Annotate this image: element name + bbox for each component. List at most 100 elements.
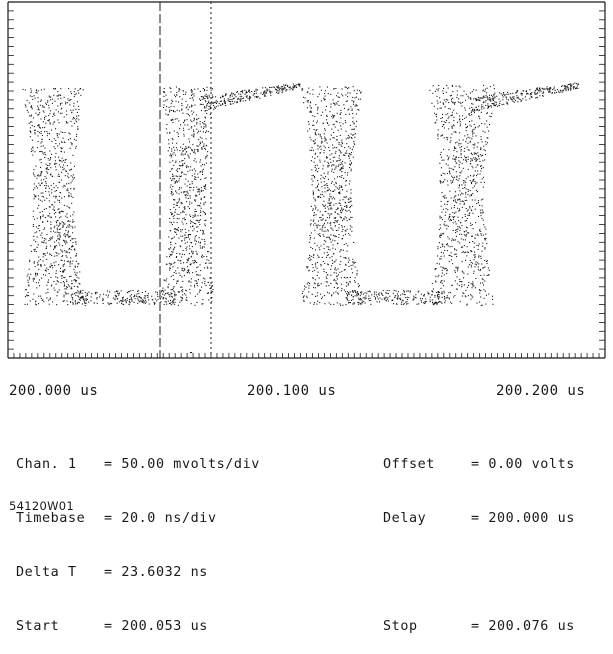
- trace-dot: [203, 143, 205, 145]
- trace-dot: [317, 300, 319, 302]
- trace-dot: [445, 208, 447, 210]
- trace-dot: [455, 229, 457, 231]
- trace-dot: [395, 295, 397, 297]
- trace-dot: [480, 255, 482, 257]
- trace-dot: [207, 131, 209, 133]
- trace-dot: [461, 270, 463, 272]
- trace-dot: [332, 247, 334, 249]
- trace-dot: [264, 90, 266, 92]
- trace-dot: [490, 100, 492, 102]
- trace-dot: [524, 96, 526, 98]
- trace-dot: [173, 248, 175, 250]
- trace-dot: [36, 246, 38, 248]
- trace-dot: [468, 121, 470, 123]
- trace-dot: [570, 86, 572, 88]
- trace-dot: [469, 207, 471, 209]
- trace-dot: [180, 175, 182, 177]
- trace-dot: [486, 142, 488, 144]
- trace-dot: [446, 172, 448, 174]
- trace-dot: [171, 167, 173, 169]
- trace-dot: [212, 103, 214, 105]
- trace-dot: [331, 294, 333, 296]
- trace-dot: [480, 155, 482, 157]
- trace-dot: [204, 116, 206, 118]
- trace-dot: [315, 170, 317, 172]
- trace-dot: [36, 274, 38, 276]
- trace-dot: [67, 173, 69, 175]
- trace-dot: [46, 245, 48, 247]
- trace-dot: [184, 219, 186, 221]
- trace-dot: [277, 85, 279, 87]
- trace-dot: [189, 201, 191, 203]
- trace-dot: [143, 299, 145, 301]
- trace-dot: [333, 131, 335, 133]
- trace-dot: [467, 149, 469, 151]
- trace-dot: [68, 236, 70, 238]
- trace-dot: [63, 271, 65, 273]
- trace-dot: [112, 297, 114, 299]
- trace-dot: [69, 138, 71, 140]
- chan-label: Chan. 1: [16, 457, 77, 472]
- trace-dot: [50, 227, 52, 229]
- trace-dot: [78, 302, 80, 304]
- trace-dot: [458, 157, 460, 159]
- trace-dot: [469, 107, 471, 109]
- trace-dot: [197, 150, 199, 152]
- trace-dot: [194, 240, 196, 242]
- trace-dot: [299, 84, 301, 86]
- trace-dot: [477, 266, 479, 268]
- trace-dot: [61, 102, 63, 104]
- trace-dot: [183, 270, 185, 272]
- trace-dot: [40, 118, 42, 120]
- trace-dot: [542, 88, 544, 90]
- trace-dot: [450, 197, 452, 199]
- trace-dot: [400, 298, 402, 300]
- trace-dot: [470, 158, 472, 160]
- trace-dot: [34, 196, 36, 198]
- trace-dot: [493, 105, 495, 107]
- trace-dot: [65, 250, 67, 252]
- trace-dot: [474, 143, 476, 145]
- trace-dot: [349, 219, 351, 221]
- trace-dot: [476, 146, 478, 148]
- trace-dot: [478, 245, 480, 247]
- trace-dot: [477, 99, 479, 101]
- trace-dot: [356, 293, 358, 295]
- trace-dot: [63, 269, 65, 271]
- trace-dot: [330, 93, 332, 95]
- trace-dot: [313, 282, 315, 284]
- time-axis-left-label: 200.000 us: [9, 383, 99, 399]
- trace-dot: [457, 198, 459, 200]
- trace-dot: [78, 277, 80, 279]
- trace-dot: [459, 175, 461, 177]
- trace-dot: [325, 285, 327, 287]
- trace-dot: [470, 224, 472, 226]
- trace-dot: [182, 250, 184, 252]
- trace-dot: [40, 131, 42, 133]
- trace-dot: [201, 254, 203, 256]
- trace-dot: [322, 225, 324, 227]
- trace-dot: [75, 255, 77, 257]
- trace-dot: [468, 284, 470, 286]
- trace-dot: [325, 241, 327, 243]
- trace-dot: [129, 299, 131, 301]
- trace-dot: [224, 103, 226, 105]
- trace-dot: [317, 109, 319, 111]
- trace-dot: [25, 106, 27, 108]
- trace-dot: [34, 250, 36, 252]
- trace-dot: [320, 293, 322, 295]
- trace-dot: [182, 150, 184, 152]
- trace-dot: [441, 272, 443, 274]
- trace-dot: [313, 219, 315, 221]
- trace-dot: [449, 246, 451, 248]
- trace-dot: [182, 211, 184, 213]
- trace-dot: [327, 173, 329, 175]
- trace-dot: [40, 179, 42, 181]
- trace-dot: [65, 288, 67, 290]
- trace-dot: [437, 248, 439, 250]
- trace-dot: [168, 262, 170, 264]
- trace-dot: [321, 194, 323, 196]
- trace-dot: [327, 202, 329, 204]
- trace-dot: [423, 293, 425, 295]
- trace-dot: [65, 234, 67, 236]
